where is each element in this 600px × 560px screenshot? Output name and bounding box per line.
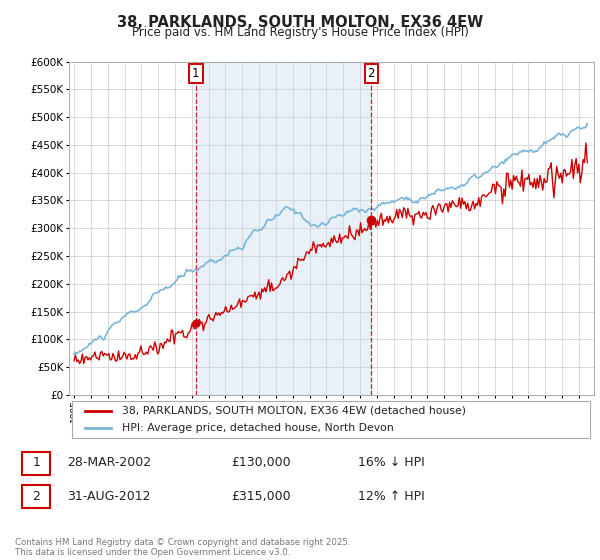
- Text: 1: 1: [32, 456, 40, 469]
- Text: 1: 1: [192, 67, 200, 80]
- Text: 31-AUG-2012: 31-AUG-2012: [67, 490, 150, 503]
- Text: 16% ↓ HPI: 16% ↓ HPI: [358, 456, 424, 469]
- FancyBboxPatch shape: [22, 451, 50, 475]
- Text: £315,000: £315,000: [231, 490, 290, 503]
- FancyBboxPatch shape: [71, 401, 590, 438]
- Text: 2: 2: [32, 490, 40, 503]
- Text: 2: 2: [367, 67, 375, 80]
- Text: HPI: Average price, detached house, North Devon: HPI: Average price, detached house, Nort…: [121, 423, 393, 433]
- Text: 38, PARKLANDS, SOUTH MOLTON, EX36 4EW (detached house): 38, PARKLANDS, SOUTH MOLTON, EX36 4EW (d…: [121, 405, 466, 416]
- Text: 28-MAR-2002: 28-MAR-2002: [67, 456, 151, 469]
- Text: Price paid vs. HM Land Registry's House Price Index (HPI): Price paid vs. HM Land Registry's House …: [131, 26, 469, 39]
- FancyBboxPatch shape: [22, 484, 50, 508]
- Text: £130,000: £130,000: [231, 456, 290, 469]
- Bar: [196, 62, 371, 395]
- Text: 38, PARKLANDS, SOUTH MOLTON, EX36 4EW: 38, PARKLANDS, SOUTH MOLTON, EX36 4EW: [117, 15, 483, 30]
- Text: 12% ↑ HPI: 12% ↑ HPI: [358, 490, 424, 503]
- Text: Contains HM Land Registry data © Crown copyright and database right 2025.
This d: Contains HM Land Registry data © Crown c…: [15, 538, 350, 557]
